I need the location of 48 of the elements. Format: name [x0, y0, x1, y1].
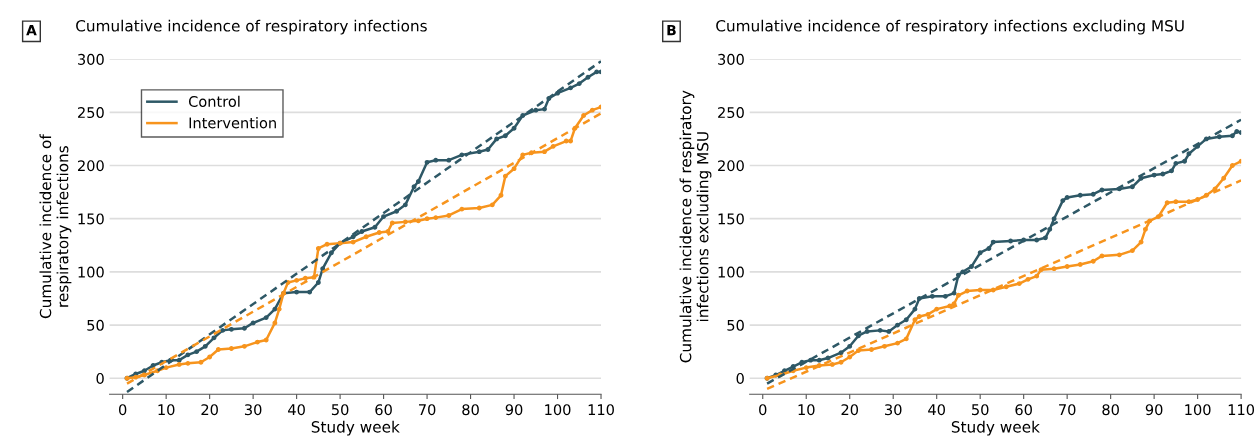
x-tick-label: 30: [885, 404, 902, 416]
y-axis-title: Cumulative incidence of respiratory infections: [39, 133, 72, 319]
x-tick-label: 30: [244, 404, 262, 416]
y-tick-label: 250: [718, 107, 744, 119]
text: A: [26, 25, 37, 36]
y-tick-label: 300: [718, 53, 744, 65]
y-tick-label: 0: [96, 372, 104, 384]
chart-title: Cumulative incidence of respiratory infections excluding MSU: [716, 19, 1184, 35]
y-tick-label: 100: [718, 266, 744, 278]
x-tick-label: 110: [588, 404, 614, 416]
y-tick-label: 150: [718, 213, 744, 225]
y-tick-label: 0: [736, 372, 744, 384]
x-axis-title: Study week: [951, 420, 1040, 436]
x-axis-title: Study week: [311, 420, 400, 436]
x-tick-label: 70: [1059, 404, 1076, 416]
y-axis-title: Cumulative incidence of respiratory infections excluding MSU: [679, 90, 712, 363]
x-tick-label: 100: [545, 404, 571, 416]
x-tick-label: 50: [972, 404, 989, 416]
x-tick-label: 60: [375, 404, 392, 416]
x-tick-label: 20: [841, 404, 859, 416]
x-tick-label: 40: [928, 404, 945, 416]
y-tick-label: 150: [78, 213, 104, 225]
x-tick-label: 50: [331, 404, 349, 416]
x-tick-label: 60: [1015, 404, 1032, 416]
y-tick-label: 50: [87, 319, 104, 331]
x-tick-label: 40: [288, 404, 305, 416]
y-tick-label: 250: [77, 107, 104, 119]
y-tick-label: 200: [718, 160, 744, 172]
y-tick-label: 200: [77, 160, 104, 172]
y-tick-label: 100: [78, 266, 104, 278]
x-tick-label: 10: [798, 404, 815, 416]
x-tick-label: 0: [118, 404, 127, 416]
legend-label: Control: [188, 95, 240, 107]
y-tick-label: 300: [78, 53, 104, 65]
x-tick-label: 90: [1145, 404, 1163, 416]
x-tick-label: 0: [759, 404, 767, 416]
x-tick-label: 10: [158, 404, 175, 416]
legend-label: Intervention: [189, 117, 276, 129]
x-tick-label: 80: [462, 404, 479, 416]
x-tick-label: 80: [1102, 404, 1119, 416]
y-tick-label: 50: [727, 319, 744, 331]
x-tick-label: 20: [201, 404, 218, 416]
text: B: [667, 25, 676, 36]
x-tick-label: 70: [418, 404, 436, 416]
x-tick-label: 100: [1185, 404, 1211, 416]
chart-title: Cumulative incidence of respiratory infections: [76, 19, 427, 35]
x-tick-label: 90: [505, 404, 523, 416]
x-tick-label: 110: [1228, 404, 1255, 416]
